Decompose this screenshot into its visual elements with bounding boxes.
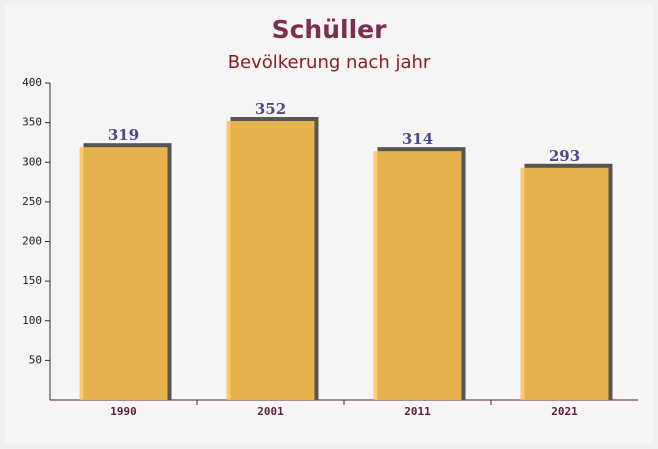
value-label: 293 bbox=[549, 147, 580, 165]
x-tick-label: 2021 bbox=[551, 405, 578, 418]
bar bbox=[373, 151, 462, 400]
chart-subtitle: Bevölkerung nach jahr bbox=[228, 52, 431, 73]
value-label: 314 bbox=[402, 130, 433, 148]
chart-title: Schüller bbox=[272, 15, 388, 44]
y-tick-label: 50 bbox=[29, 353, 42, 366]
bar bbox=[226, 121, 315, 400]
y-tick-label: 100 bbox=[22, 314, 42, 327]
y-tick-label: 400 bbox=[22, 76, 42, 89]
y-tick-label: 150 bbox=[22, 274, 42, 287]
bar bbox=[79, 147, 168, 400]
value-label: 319 bbox=[108, 126, 139, 144]
bar bbox=[520, 167, 609, 400]
y-tick-label: 300 bbox=[22, 155, 42, 168]
y-tick-label: 200 bbox=[22, 235, 42, 248]
value-label: 352 bbox=[255, 100, 286, 118]
y-tick-label: 250 bbox=[22, 195, 42, 208]
x-tick-label: 1990 bbox=[110, 405, 137, 418]
x-tick-label: 2001 bbox=[257, 405, 284, 418]
x-tick-label: 2011 bbox=[404, 405, 431, 418]
y-tick-label: 350 bbox=[22, 116, 42, 129]
